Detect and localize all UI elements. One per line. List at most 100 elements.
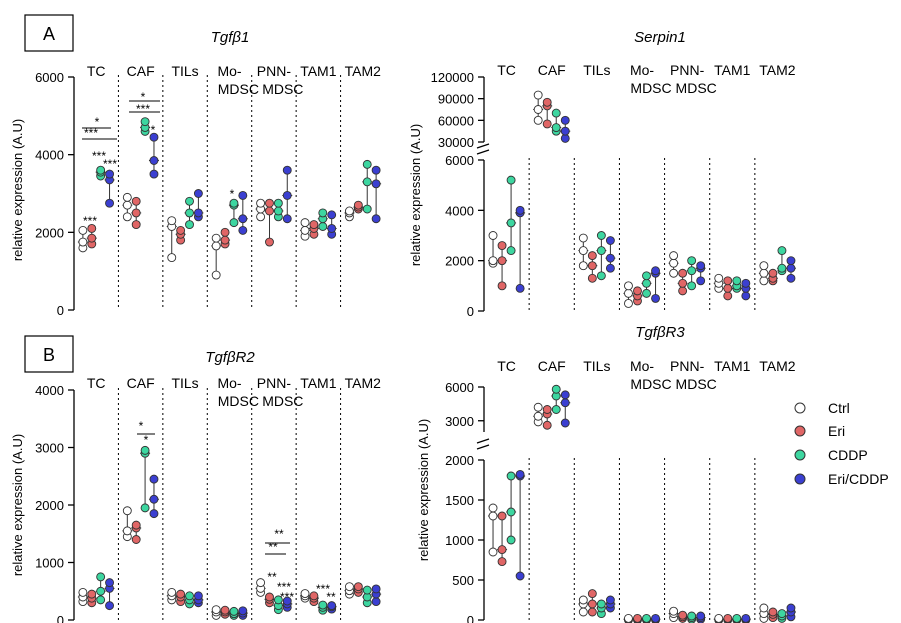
significance-marker: *** [92, 149, 106, 163]
category-label-mo: Mo- [630, 358, 654, 374]
data-point [131, 208, 141, 218]
category-label-tc: TC [497, 62, 516, 78]
data-group-eri [677, 268, 688, 296]
category-label-pnn: PNN- [257, 375, 292, 391]
y-tick-label: 0 [57, 303, 64, 318]
data-group-cddp [140, 445, 151, 513]
data-point [587, 589, 597, 599]
data-point [560, 390, 570, 400]
data-point [229, 218, 239, 228]
category-label-pnn: PNN- [670, 62, 705, 78]
data-point [167, 253, 177, 263]
category-label-tam1: TAM1 [300, 63, 337, 79]
category-label-mdsc: MDSC [630, 80, 671, 96]
data-point [687, 281, 697, 291]
data-point [669, 606, 679, 616]
axis-break-mark [476, 143, 490, 149]
data-point [759, 603, 769, 613]
data-group-eri [722, 613, 733, 623]
data-point [759, 261, 769, 271]
data-group-eri-cddp [104, 169, 115, 208]
data-point [633, 613, 642, 623]
data-point [560, 418, 570, 428]
data-point [669, 258, 679, 268]
data-group-cddp [506, 175, 517, 256]
data-point [687, 266, 697, 276]
data-point [723, 613, 733, 623]
category-label-tam2: TAM2 [759, 62, 796, 78]
data-point [309, 220, 319, 230]
data-group-eri [131, 196, 142, 230]
data-point [732, 276, 742, 286]
data-point [642, 613, 651, 623]
data-point [362, 159, 372, 169]
data-point [229, 198, 239, 208]
significance-marker: *** [316, 582, 330, 596]
data-group-eri-cddp [650, 266, 661, 303]
data-point [506, 246, 516, 256]
data-group-ctrl [255, 578, 266, 597]
category-label-tam1: TAM1 [714, 62, 751, 78]
data-group-ctrl [166, 587, 177, 605]
data-group-eri-cddp [740, 613, 751, 623]
panel-label-a-text: A [43, 24, 55, 44]
data-group-eri-cddp [560, 390, 571, 428]
data-point [515, 571, 525, 581]
y-tick-label: 120000 [431, 70, 474, 85]
data-point [167, 587, 177, 597]
data-point [282, 596, 292, 606]
category-label-tc: TC [87, 375, 106, 391]
data-point [506, 507, 516, 517]
data-group-ctrl [623, 281, 634, 308]
data-group-eri-cddp [785, 603, 796, 622]
chart-serpin1: 0 2000 4000 6000 30000 60000 90000 120000 TC CAF T… [431, 62, 796, 319]
data-point [220, 605, 230, 615]
data-point [741, 613, 751, 623]
data-group-ctrl [166, 216, 177, 263]
significance-marker: * [139, 419, 144, 433]
data-point [185, 220, 194, 230]
axis-break-mark [476, 438, 490, 444]
category-label-mdsc: MDSC [630, 376, 671, 392]
category-label-mdsc: MDSC [676, 80, 717, 96]
data-group-eri [264, 198, 275, 247]
y-tick-label: 30000 [438, 135, 474, 150]
data-group-cddp [317, 208, 328, 231]
data-group-eri-cddp [237, 190, 248, 235]
data-point [122, 526, 132, 536]
data-group-ctrl [713, 273, 724, 293]
chart-title-tgfb1: Tgfβ1 [211, 29, 250, 46]
data-point [506, 175, 516, 185]
data-point [506, 471, 516, 481]
legend-label-ctrl: Ctrl [828, 400, 850, 416]
data-point [318, 208, 328, 218]
data-group-ctrl [668, 606, 679, 623]
y-tick-label: 0 [467, 613, 474, 623]
data-group-eri [86, 223, 97, 249]
data-group-ctrl [77, 587, 88, 607]
data-group-ctrl [533, 402, 544, 427]
data-point [605, 595, 615, 605]
data-group-eri-cddp [560, 115, 571, 143]
legend-swatch-ctrl [794, 402, 806, 414]
data-point [642, 271, 651, 281]
data-point [96, 586, 106, 596]
data-point [488, 547, 498, 557]
data-point [229, 606, 239, 616]
data-point [759, 268, 769, 278]
data-point [741, 291, 751, 301]
data-point [560, 126, 570, 136]
data-point [318, 222, 328, 231]
data-group-eri [497, 241, 508, 291]
data-group-cddp [362, 159, 373, 214]
data-group-eri-cddp [695, 261, 706, 286]
data-point [371, 165, 381, 175]
y-tick-label: 3000 [445, 414, 474, 429]
data-point [533, 411, 543, 421]
data-point [318, 600, 328, 610]
y-tick-label: 1000 [35, 556, 64, 571]
data-point [211, 233, 221, 243]
data-point [696, 611, 706, 621]
data-group-cddp [140, 117, 151, 136]
data-point [578, 607, 588, 617]
